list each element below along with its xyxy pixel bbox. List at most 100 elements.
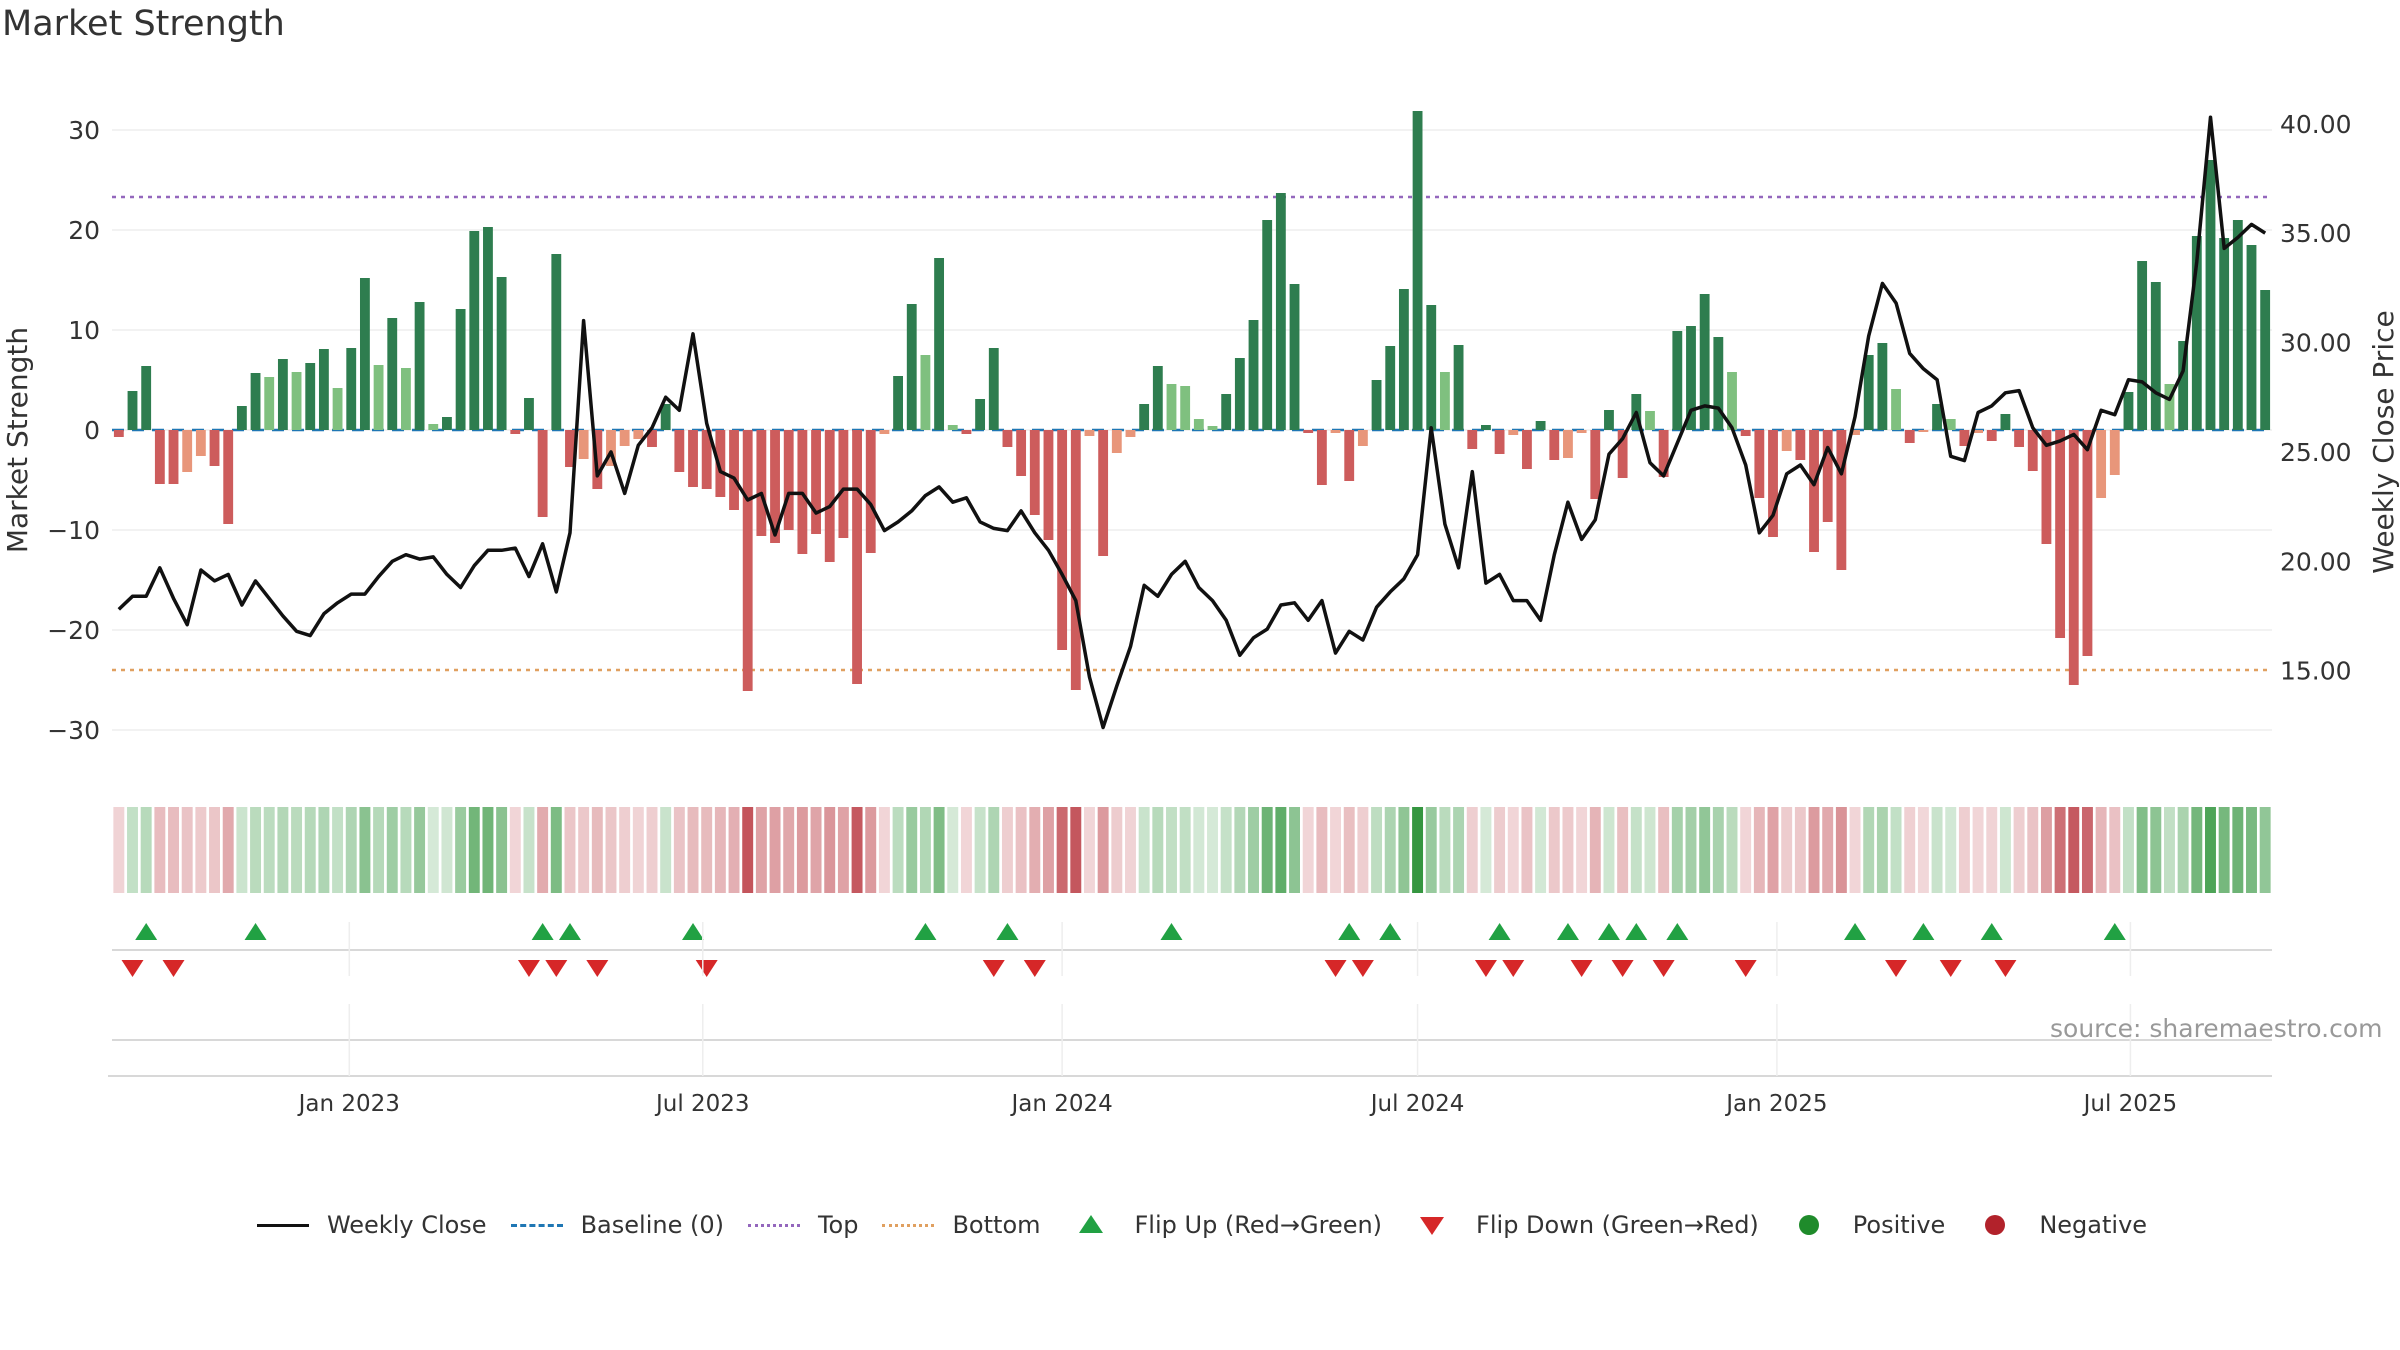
strength-strip-cell — [209, 807, 220, 893]
strength-strip-cell — [2122, 807, 2134, 893]
strength-bar — [2027, 430, 2038, 471]
strength-bar — [1904, 430, 1915, 443]
strength-strip-cell — [2164, 807, 2175, 893]
strength-strip-cell — [1863, 807, 1875, 893]
strength-bar — [1959, 430, 1970, 446]
strength-strip-cell — [1699, 807, 1711, 893]
strength-strip-cell — [236, 807, 248, 893]
strength-bar — [250, 373, 261, 430]
strength-strip-cell — [1398, 807, 1410, 893]
legend-weekly-close[interactable]: Weekly Close — [253, 1211, 487, 1239]
strength-strip-cell — [1138, 807, 1150, 893]
strength-strip-cell — [2232, 807, 2244, 893]
strength-bar — [1481, 425, 1491, 430]
strength-bar — [893, 376, 903, 430]
strength-bar — [1221, 394, 1232, 430]
strength-bar — [2082, 430, 2093, 656]
strength-bar — [537, 430, 548, 517]
strength-bar — [688, 430, 698, 487]
right-tick-label: 20.00 — [2280, 547, 2352, 576]
strength-bar — [1166, 384, 1177, 430]
strength-strip-cell — [1097, 807, 1109, 893]
strength-bar — [1522, 430, 1532, 469]
strength-bar — [879, 430, 890, 434]
strength-strip-cell — [1794, 807, 1806, 893]
legend-negative[interactable]: Negative — [1965, 1211, 2147, 1239]
strength-bar — [975, 399, 986, 430]
strength-bar — [1275, 193, 1286, 430]
strength-strip-cell — [345, 807, 357, 893]
strength-strip-cell — [974, 807, 986, 893]
x-tick-label: Jul 2023 — [654, 1091, 750, 1117]
flip-down-icon — [1402, 1213, 1462, 1237]
strength-bar — [906, 304, 917, 430]
strength-bar — [496, 277, 507, 430]
flip-up-marker — [1625, 923, 1648, 940]
strength-bar — [154, 430, 165, 484]
strength-bar — [414, 302, 425, 430]
legend-flip-up-label: Flip Up (Red→Green) — [1134, 1211, 1383, 1239]
strength-bar — [1891, 389, 1901, 430]
strength-bar — [387, 318, 398, 430]
legend-baseline[interactable]: Baseline (0) — [507, 1211, 724, 1239]
strength-strip-cell — [810, 807, 822, 893]
strength-strip-cell — [1876, 807, 1888, 893]
strength-bar — [1248, 320, 1259, 430]
x-tick-label: Jul 2024 — [1369, 1091, 1465, 1117]
strength-bar — [2178, 341, 2189, 430]
strength-strip-cell — [1494, 807, 1506, 893]
strength-bar — [442, 417, 452, 430]
strength-bar — [1453, 345, 1464, 430]
strength-strip-cell — [1056, 807, 1068, 893]
flip-down-marker — [695, 960, 718, 977]
strength-strip-cell — [455, 807, 467, 893]
legend-flip-down-label: Flip Down (Green→Red) — [1476, 1211, 1759, 1239]
strength-bar — [824, 430, 835, 562]
strength-strip-cell — [523, 807, 535, 893]
strength-strip-cell — [509, 807, 521, 893]
strength-strip-cell — [906, 807, 918, 893]
strength-bar — [1932, 404, 1942, 430]
strength-strip-cell — [1193, 807, 1205, 893]
legend-top[interactable]: Top — [744, 1211, 858, 1239]
strength-strip-cell — [2054, 807, 2066, 893]
strength-strip-cell — [701, 807, 713, 893]
strength-strip-cell — [154, 807, 166, 893]
legend-flip-up[interactable]: Flip Up (Red→Green) — [1061, 1211, 1383, 1239]
strength-bar — [469, 231, 480, 430]
strength-strip-cell — [1029, 807, 1041, 893]
strength-bar — [1152, 366, 1163, 430]
left-tick-label: 30 — [68, 116, 100, 145]
legend-positive[interactable]: Positive — [1779, 1211, 1945, 1239]
flip-up-marker — [1338, 923, 1361, 940]
strength-bar — [1850, 430, 1860, 435]
left-tick-label: 0 — [84, 416, 100, 445]
flip-up-icon — [1061, 1213, 1121, 1237]
strength-strip-cell — [2150, 807, 2162, 893]
strength-bar — [1125, 430, 1136, 437]
legend-flip-down[interactable]: Flip Down (Green→Red) — [1402, 1211, 1759, 1239]
strength-bar — [401, 368, 411, 430]
strength-strip-cell — [1507, 807, 1519, 893]
legend-bottom[interactable]: Bottom — [878, 1211, 1041, 1239]
flip-up-marker — [1912, 923, 1935, 940]
flip-down-marker — [1611, 960, 1634, 977]
strength-bar — [524, 398, 534, 430]
strength-strip-cell — [1302, 807, 1314, 893]
strength-bar — [1713, 337, 1724, 430]
strength-bar — [1809, 430, 1819, 552]
strength-strip-cell — [2218, 807, 2230, 893]
strength-bar — [1002, 430, 1013, 447]
strength-strip-cell — [2081, 807, 2093, 893]
strength-bar — [1836, 430, 1847, 570]
strength-strip-cell — [168, 807, 179, 893]
flip-up-marker — [1666, 923, 1689, 940]
strength-bar — [1193, 419, 1204, 430]
strength-bar — [1371, 380, 1382, 430]
legend-baseline-swatch — [507, 1213, 567, 1237]
strength-strip-cell — [427, 807, 439, 893]
strength-bar — [2014, 430, 2025, 447]
strength-bar — [2096, 430, 2107, 498]
left-tick-label: −30 — [47, 716, 100, 745]
strength-bar — [1057, 430, 1068, 650]
